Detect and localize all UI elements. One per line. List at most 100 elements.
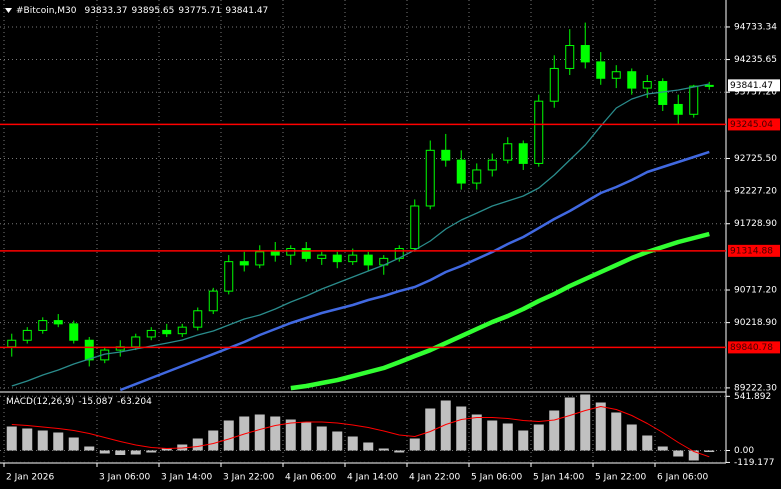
current-price-label: 93841.47 [730, 81, 773, 91]
signal-line [11, 406, 710, 458]
macd-bar [440, 400, 451, 451]
macd-bar [595, 402, 606, 451]
candle-body [286, 248, 296, 256]
level-label-bg [728, 118, 780, 131]
x-tick-label: 6 Jan 06:00 [657, 473, 709, 483]
level-label: 93245.04 [730, 120, 773, 130]
x-tick-label: 3 Jan 06:00 [99, 473, 151, 483]
candle-body [518, 143, 528, 164]
candle-body [487, 159, 497, 171]
candle-body [208, 290, 218, 312]
candle-body [131, 336, 141, 348]
macd-bar [626, 424, 637, 451]
candle-body [565, 45, 575, 69]
macd-bar [564, 397, 575, 451]
candle-body [146, 329, 156, 338]
signal-value: -63.204 [117, 397, 152, 407]
macd-bar [518, 430, 529, 451]
y-tick-label: 0.00 [734, 446, 754, 456]
candle-body [363, 254, 373, 266]
candle-body [673, 103, 683, 115]
macd-title: MACD(12,26,9) [6, 397, 74, 407]
candle-body [441, 149, 451, 161]
y-tick-label: 94235.65 [734, 55, 777, 65]
x-tick-label: 5 Jan 06:00 [471, 473, 523, 483]
candle-body [689, 85, 699, 115]
y-tick-label: 93737.20 [734, 88, 777, 98]
moving-average [11, 83, 710, 387]
y-tick-label: 91728.90 [734, 219, 777, 229]
macd-bar [471, 414, 482, 451]
macd-bar [301, 422, 312, 451]
x-tick-label: 3 Jan 22:00 [223, 473, 275, 483]
candle-body [425, 149, 435, 207]
macd-bar [177, 444, 188, 451]
y-tick-label: 90218.90 [734, 318, 777, 328]
candle-body [549, 67, 559, 102]
candle-body [410, 205, 420, 250]
macd-bar [208, 430, 219, 451]
moving-average [119, 150, 710, 392]
candle-body [38, 320, 48, 331]
macd-bar [704, 450, 715, 453]
candle-body [162, 329, 172, 335]
candle-body [642, 81, 652, 89]
level-label: 89840.78 [730, 343, 773, 353]
candle-body [317, 254, 327, 259]
candle-body [177, 326, 187, 335]
symbol: #Bitcoin,M30 [16, 6, 77, 16]
macd-bar [146, 450, 157, 453]
macd-bar [642, 435, 653, 451]
candle-body [332, 254, 342, 263]
macd-bar [533, 424, 544, 451]
candle-body [239, 261, 249, 266]
candle-body [534, 100, 544, 164]
high-value: 93895.65 [131, 6, 174, 16]
macd-bar [161, 448, 172, 451]
level-label-bg [728, 341, 780, 354]
macd-bar [580, 394, 591, 451]
y-tick-label: 92725.50 [734, 154, 777, 164]
macd-bar [37, 430, 48, 451]
macd-bar [223, 420, 234, 451]
macd-bar [332, 431, 343, 451]
macd-bar [347, 436, 358, 451]
macd-bar [688, 450, 699, 461]
candle-body [456, 159, 466, 184]
candle-body [22, 329, 32, 341]
menu-arrow[interactable] [5, 8, 12, 13]
x-tick-label: 4 Jan 14:00 [347, 473, 399, 483]
macd-bar [409, 438, 420, 451]
macd-bar [192, 438, 203, 451]
moving-average [290, 231, 710, 391]
macd-bar [53, 432, 64, 451]
candle-body [472, 169, 482, 184]
candle-body [255, 251, 265, 266]
macd-bar [270, 416, 281, 451]
macd-bar [378, 448, 389, 451]
macd-bar [6, 426, 17, 451]
candle-body [193, 310, 203, 328]
macd-bar [84, 446, 95, 451]
y-tick-label: 94733.34 [734, 22, 777, 32]
y-tick-label: 541.892 [734, 392, 771, 402]
macd-bar [549, 410, 560, 451]
candle-body [270, 251, 280, 256]
macd-bar [425, 408, 436, 451]
open-value: 93833.37 [84, 6, 127, 16]
candle-body [503, 143, 513, 161]
candle-body [627, 71, 637, 89]
macd-bar [115, 450, 126, 455]
y-tick-label: 90717.20 [734, 285, 777, 295]
candle-body [348, 254, 358, 263]
macd-bar [456, 406, 467, 451]
x-tick-label: 2 Jan 2026 [6, 473, 54, 483]
macd-bar [22, 428, 33, 451]
level-label-bg [728, 244, 780, 257]
candle-body [596, 61, 606, 79]
x-tick-label: 5 Jan 14:00 [533, 473, 585, 483]
macd-header: MACD(12,26,9) -15.087 -63.204 [6, 397, 152, 407]
x-tick-label: 3 Jan 14:00 [161, 473, 213, 483]
price-label-bg [728, 79, 780, 92]
y-tick-label: 89222.30 [734, 383, 777, 393]
